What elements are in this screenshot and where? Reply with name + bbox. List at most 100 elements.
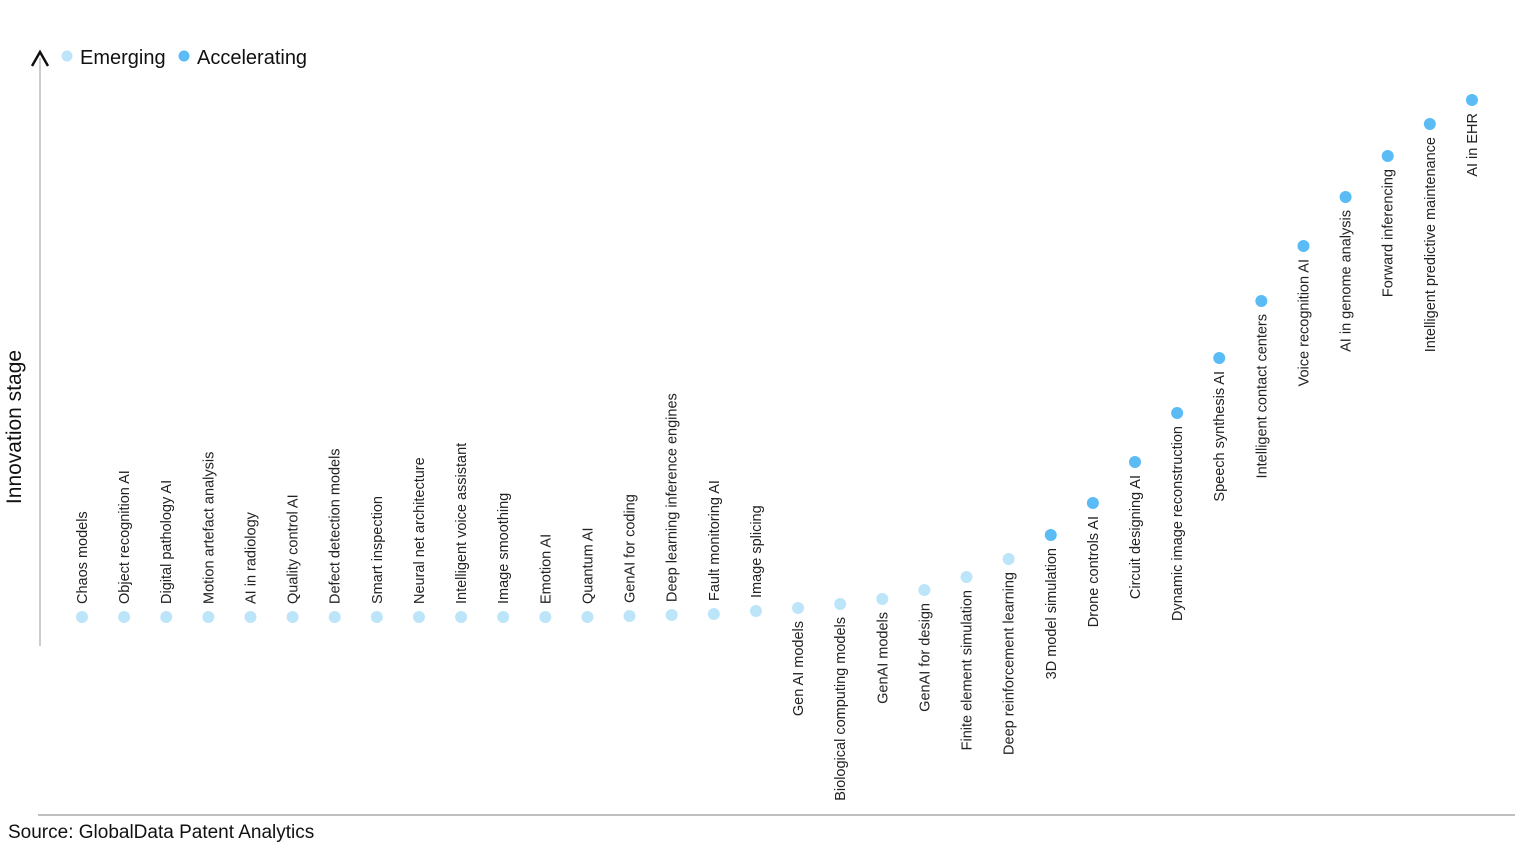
data-point: Voice recognition AI <box>1296 240 1312 386</box>
point-label: Quality control AI <box>286 494 302 604</box>
point-marker <box>1339 191 1352 203</box>
point-marker <box>960 571 973 583</box>
data-point: Chaos models <box>75 511 91 623</box>
data-point: Dynamic image reconstruction <box>1170 407 1186 621</box>
point-marker <box>623 610 636 622</box>
data-point: Gen AI models <box>791 602 807 716</box>
data-point: Intelligent voice assistant <box>454 443 470 623</box>
data-point: GenAI for design <box>917 584 933 712</box>
data-point: Intelligent contact centers <box>1254 295 1270 478</box>
data-point: Fault monitoring AI <box>707 480 723 620</box>
point-marker <box>370 611 383 623</box>
point-label: Image splicing <box>749 505 765 598</box>
point-marker <box>1129 456 1141 468</box>
point-marker <box>1465 94 1478 106</box>
point-marker <box>286 611 299 623</box>
point-marker <box>244 611 257 623</box>
data-point: Finite element simulation <box>960 571 976 750</box>
point-label: Gen AI models <box>791 621 807 716</box>
point-label: Image smoothing <box>496 493 512 604</box>
point-label: GenAI for coding <box>623 494 639 603</box>
point-marker <box>412 611 425 623</box>
data-point: Image splicing <box>749 505 765 617</box>
point-label: Intelligent predictive maintenance <box>1423 137 1439 352</box>
point-label: 3D model simulation <box>1044 548 1060 679</box>
point-label: Speech synthesis AI <box>1212 371 1228 502</box>
data-point: Motion artefact analysis <box>201 452 217 623</box>
point-label: GenAI for design <box>917 603 933 712</box>
point-label: Emotion AI <box>538 534 554 604</box>
data-point: Emotion AI <box>538 534 554 623</box>
point-marker <box>1086 497 1099 509</box>
point-marker <box>1002 553 1015 565</box>
point-label: Intelligent voice assistant <box>454 443 470 604</box>
point-label: Forward inferencing <box>1381 169 1397 297</box>
point-label: Smart inspection <box>370 496 386 604</box>
point-marker <box>665 609 678 621</box>
point-marker <box>1255 295 1268 307</box>
point-marker <box>1297 240 1310 252</box>
point-marker <box>1423 118 1436 130</box>
data-point: Neural net architecture <box>412 457 428 623</box>
data-point: GenAI models <box>875 593 891 704</box>
point-marker <box>1381 150 1394 162</box>
point-label: AI in genome analysis <box>1339 210 1355 352</box>
point-label: Intelligent contact centers <box>1254 314 1270 478</box>
data-point: AI in genome analysis <box>1339 191 1355 352</box>
point-label: Object recognition AI <box>117 470 133 604</box>
point-marker <box>1044 529 1057 541</box>
legend-marker-emerging <box>61 50 73 62</box>
point-label: Deep learning inference engines <box>665 393 681 602</box>
point-label: Quantum AI <box>580 527 596 604</box>
data-point: Speech synthesis AI <box>1212 352 1228 502</box>
point-label: Digital pathology AI <box>159 480 175 604</box>
point-marker <box>707 608 720 620</box>
legend-label-emerging: Emerging <box>80 47 166 69</box>
data-points: Chaos models Object recognition AI Digital… <box>75 94 1481 801</box>
data-point: Circuit designing AI <box>1128 456 1144 599</box>
point-marker <box>792 602 805 614</box>
point-label: Dynamic image reconstruction <box>1170 426 1186 621</box>
source-note: Source: GlobalData Patent Analytics <box>8 822 315 843</box>
data-point: Defect detection models <box>328 448 344 623</box>
y-axis-label: Innovation stage <box>3 350 26 504</box>
data-point: Deep learning inference engines <box>665 393 681 621</box>
data-point: Biological computing models <box>833 598 849 801</box>
point-label: Biological computing models <box>833 617 849 801</box>
point-marker <box>455 611 468 623</box>
point-label: AI in radiology <box>243 511 259 604</box>
data-point: Quality control AI <box>286 494 302 623</box>
point-marker <box>918 584 931 596</box>
point-marker <box>118 611 131 623</box>
point-marker <box>834 598 847 610</box>
point-marker <box>581 611 594 623</box>
point-label: Fault monitoring AI <box>707 480 723 601</box>
point-label: Motion artefact analysis <box>201 452 217 604</box>
point-label: Voice recognition AI <box>1296 259 1312 386</box>
data-point: Quantum AI <box>580 527 596 623</box>
point-label: Finite element simulation <box>960 590 976 750</box>
point-marker <box>160 611 173 623</box>
point-marker <box>328 611 341 623</box>
point-label: Deep reinforcement learning <box>1002 572 1018 755</box>
data-point: Digital pathology AI <box>159 480 175 623</box>
data-point: AI in radiology <box>243 511 259 623</box>
point-marker <box>202 611 215 623</box>
point-label: Circuit designing AI <box>1128 475 1144 599</box>
point-label: Defect detection models <box>328 448 344 604</box>
point-marker <box>1213 352 1226 364</box>
point-label: Chaos models <box>75 511 91 604</box>
point-marker <box>749 605 762 617</box>
data-point: Object recognition AI <box>117 470 133 623</box>
data-point: AI in EHR <box>1465 94 1481 177</box>
point-marker <box>76 611 88 623</box>
legend: Emerging Accelerating <box>61 47 307 69</box>
legend-label-accelerating: Accelerating <box>197 47 307 69</box>
data-point: Intelligent predictive maintenance <box>1423 118 1439 352</box>
point-label: GenAI models <box>875 612 891 704</box>
data-point: Drone controls AI <box>1086 497 1102 627</box>
point-marker <box>1171 407 1184 419</box>
legend-marker-accelerating <box>178 50 190 62</box>
data-point: Smart inspection <box>370 496 386 623</box>
